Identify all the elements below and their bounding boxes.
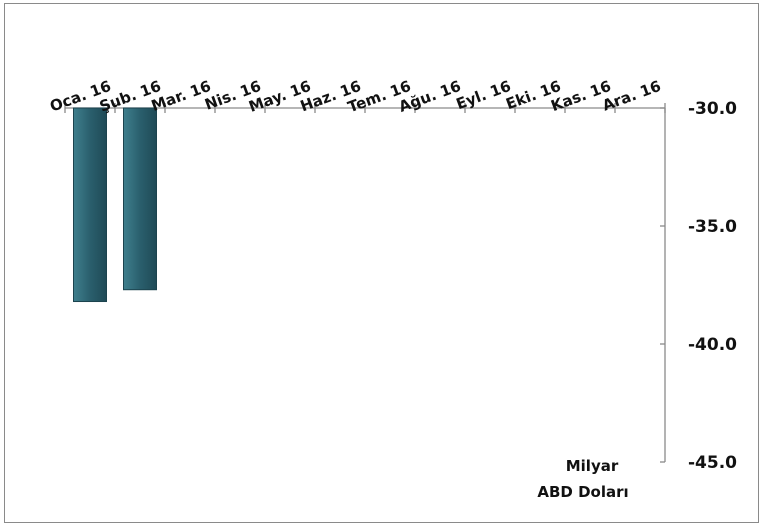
unit-label-line2: ABD Doları bbox=[537, 483, 628, 501]
category-label: Ara. 16 bbox=[600, 77, 663, 115]
unit-label-line1: Milyar bbox=[566, 457, 619, 475]
bar bbox=[123, 107, 157, 291]
bar bbox=[73, 107, 107, 303]
y-tick-label: -35.0 bbox=[688, 217, 737, 237]
y-tick-label: -30.0 bbox=[688, 99, 737, 119]
bars-group bbox=[73, 107, 157, 303]
axes-group bbox=[64, 103, 666, 463]
y-tick-label: -40.0 bbox=[688, 335, 737, 355]
y-tick-label: -45.0 bbox=[688, 453, 737, 473]
